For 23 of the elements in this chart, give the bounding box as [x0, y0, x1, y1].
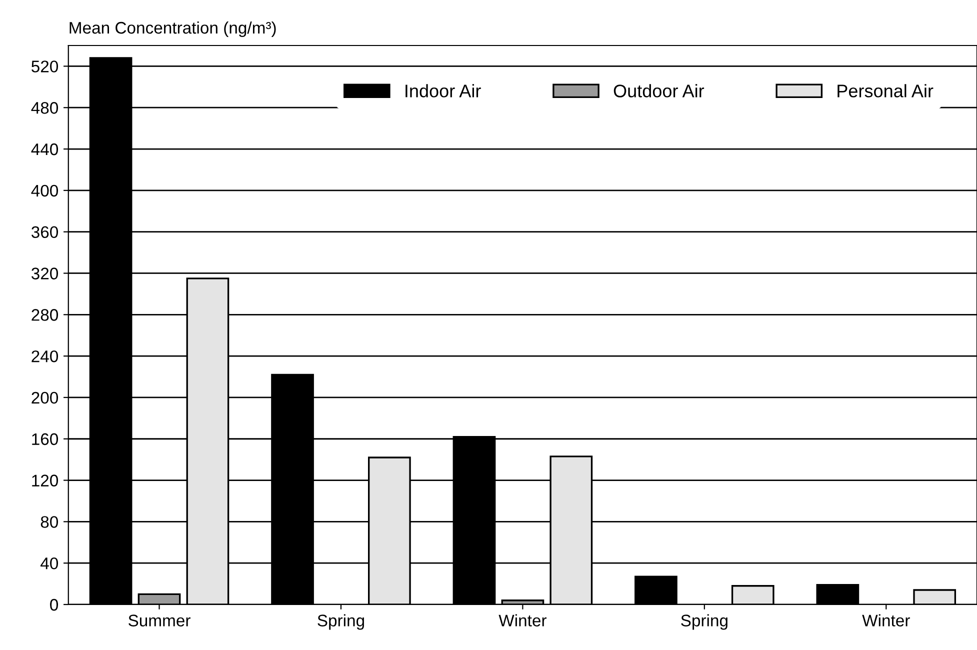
y-tick-label: 280 — [32, 309, 58, 321]
y-tick-label: 360 — [32, 226, 58, 238]
y-tick-label: 240 — [32, 350, 58, 362]
x-tick-label: Winter — [862, 614, 910, 626]
legend-label: Personal Air — [838, 84, 934, 98]
y-tick-label: 0 — [50, 598, 58, 611]
y-tick-label: 160 — [32, 433, 58, 446]
y-axis-title: Mean Concentration (ng/m³) — [70, 21, 276, 38]
y-tick-label: 440 — [31, 143, 58, 156]
y-tick-label: 40 — [40, 557, 58, 570]
x-tick-label: Summer — [128, 614, 190, 626]
x-tick-label: Spring — [318, 614, 364, 630]
x-tick-label: Winter — [498, 614, 546, 626]
y-tick-label: 120 — [32, 474, 58, 486]
y-tick-label: 400 — [31, 184, 58, 197]
x-tick-label: Spring — [681, 614, 728, 630]
legend-label: Outdoor Air — [614, 84, 704, 98]
legend-label: Indoor Air — [406, 84, 481, 98]
y-tick-label: 480 — [31, 102, 58, 114]
y-tick-label: 200 — [32, 392, 58, 404]
y-tick-label: 320 — [32, 268, 58, 280]
y-tick-label: 80 — [40, 516, 58, 528]
y-tick-label: 520 — [32, 60, 58, 72]
